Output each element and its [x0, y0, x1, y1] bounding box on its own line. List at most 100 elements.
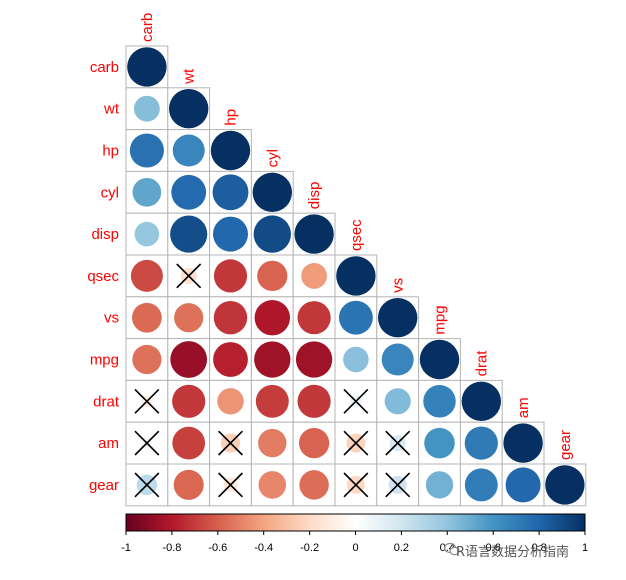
circle-mpg-disp: [295, 341, 333, 378]
circle-qsec-disp: [301, 262, 328, 289]
column-label-vs: vs: [390, 278, 407, 293]
circle-drat-drat: [461, 381, 501, 421]
row-label-qsec: qsec: [87, 268, 119, 285]
colorbar-tick-label: -0.8: [162, 542, 181, 554]
column-label-disp: disp: [306, 182, 323, 210]
circle-cyl-hp: [212, 174, 249, 211]
colorbar-ticks: -1 -0.8 -0.6 -0.4 -0.2 0 0.2 0.4 0.6 0.8 1: [121, 531, 588, 554]
circle-drat-vs: [384, 388, 411, 415]
row-label-cyl: cyl: [101, 184, 119, 201]
circle-qsec-qsec: [336, 256, 376, 296]
wechat-icon: [444, 542, 460, 556]
colorbar-tick-label: -0.2: [300, 542, 319, 554]
circle-hp-hp: [210, 130, 251, 171]
circle-gear-mpg: [425, 471, 454, 499]
circle-disp-disp: [294, 214, 334, 254]
cross-gear-hp: [218, 472, 243, 498]
row-label-gear: gear: [89, 477, 119, 494]
cross-gear-qsec: [343, 472, 369, 498]
color-legend: [125, 513, 586, 532]
circle-mpg-cyl: [254, 341, 291, 378]
circle-qsec-carb: [130, 259, 163, 292]
colorbar-tick-label: -0.4: [254, 542, 273, 554]
circle-gear-drat: [464, 468, 498, 502]
cross-am-hp: [218, 430, 243, 456]
circle-vs-cyl: [254, 299, 291, 336]
circle-am-am: [503, 423, 543, 463]
colorbar-gradient: [125, 513, 586, 532]
circle-gear-gear: [545, 465, 585, 505]
circle-mpg-carb: [132, 344, 162, 375]
circle-cyl-wt: [171, 174, 207, 210]
circle-vs-qsec: [338, 300, 373, 335]
circle-am-drat: [464, 426, 498, 460]
circle-drat-hp: [217, 388, 244, 415]
cross-drat-qsec: [343, 388, 369, 414]
cross-drat-carb: [134, 388, 160, 414]
cross-am-qsec: [343, 430, 369, 456]
insignificant-crosses: [134, 263, 411, 498]
circle-vs-carb: [132, 302, 162, 333]
column-label-gear: gear: [557, 430, 574, 460]
colorbar-tick-label: 0.6: [486, 542, 501, 554]
circle-drat-cyl: [255, 384, 289, 418]
circle-qsec-cyl: [257, 260, 288, 292]
circle-disp-wt: [170, 215, 208, 253]
row-label-drat: drat: [93, 393, 120, 410]
circle-am-disp: [298, 427, 330, 459]
colorbar-tick-label: 1: [582, 542, 588, 554]
circle-hp-wt: [172, 134, 205, 167]
row-label-wt: wt: [103, 101, 120, 118]
circle-wt-wt: [169, 89, 209, 129]
circle-hp-carb: [129, 133, 164, 168]
cross-am-vs: [385, 430, 411, 456]
circle-am-cyl: [258, 428, 287, 458]
circle-mpg-mpg: [419, 339, 460, 380]
cross-gear-vs: [385, 472, 411, 498]
circle-cyl-carb: [132, 177, 162, 207]
column-label-mpg: mpg: [432, 305, 449, 334]
circle-drat-mpg: [423, 385, 456, 418]
circle-gear-disp: [299, 470, 329, 500]
circle-drat-disp: [297, 384, 331, 418]
circle-am-wt: [172, 426, 206, 460]
circle-disp-carb: [134, 221, 160, 247]
colorbar-tick-label: 0.2: [394, 542, 409, 554]
column-label-am: am: [515, 397, 532, 418]
circle-drat-wt: [172, 384, 206, 418]
circle-wt-carb: [133, 95, 160, 122]
circle-vs-hp: [213, 300, 248, 335]
circle-am-mpg: [424, 427, 455, 459]
row-labels: carb wt hp cyl disp qsec vs mpg drat am gear: [87, 59, 120, 494]
watermark-text: R语言数据分析指南: [456, 545, 570, 560]
circle-gear-cyl: [258, 471, 287, 499]
column-label-wt: wt: [181, 68, 198, 85]
row-label-mpg: mpg: [90, 352, 119, 369]
circle-vs-disp: [297, 301, 331, 335]
correlation-circles: [127, 47, 585, 505]
circle-gear-am: [505, 467, 541, 503]
cross-am-carb: [134, 430, 160, 456]
column-labels: carb wt hp cyl disp qsec vs mpg drat am gear: [139, 13, 574, 460]
circle-mpg-hp: [213, 342, 248, 377]
circle-gear-wt: [173, 469, 204, 500]
circle-mpg-vs: [381, 343, 414, 376]
row-label-hp: hp: [102, 143, 119, 160]
colorbar-tick-label: -1: [121, 542, 131, 554]
circle-mpg-qsec: [343, 346, 369, 373]
row-label-vs: vs: [104, 310, 119, 327]
circle-vs-wt: [174, 303, 204, 333]
circle-vs-vs: [378, 298, 418, 338]
column-label-hp: hp: [223, 109, 240, 126]
column-label-cyl: cyl: [264, 149, 281, 167]
circle-cyl-cyl: [252, 172, 292, 212]
circle-qsec-hp: [213, 259, 248, 293]
circle-disp-hp: [212, 216, 249, 252]
column-label-qsec: qsec: [348, 219, 365, 251]
colorbar-tick-label: -0.6: [208, 542, 227, 554]
circle-disp-cyl: [253, 215, 291, 253]
cross-qsec-wt: [176, 263, 202, 289]
row-label-am: am: [98, 435, 119, 452]
row-label-disp: disp: [91, 226, 119, 243]
